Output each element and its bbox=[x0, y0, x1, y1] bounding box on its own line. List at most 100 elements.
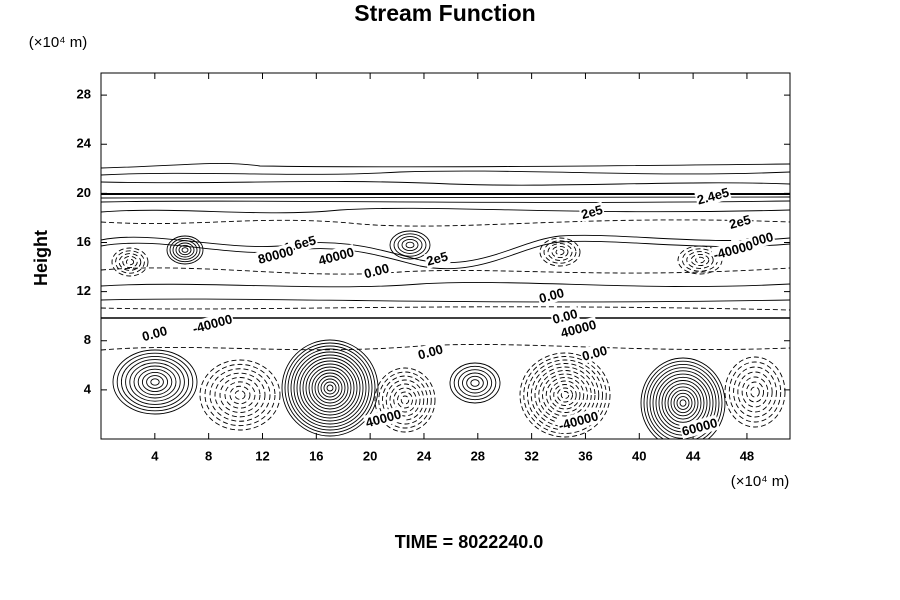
contour-line bbox=[293, 351, 367, 425]
x-tick-label: 12 bbox=[255, 448, 269, 463]
y-axis-label: Height bbox=[31, 230, 51, 286]
contour-line bbox=[118, 253, 142, 271]
contour-line bbox=[101, 181, 790, 186]
contour-line bbox=[101, 162, 790, 169]
contour-line bbox=[326, 384, 334, 392]
contour-label: 0.00 bbox=[416, 341, 444, 362]
contour-line bbox=[129, 362, 181, 402]
contour-line bbox=[470, 379, 480, 387]
contour-line bbox=[405, 241, 415, 249]
contour-line bbox=[214, 372, 266, 418]
contour-label-bg bbox=[139, 322, 170, 345]
contour-line bbox=[296, 354, 364, 422]
contour-label: 0.00 bbox=[362, 260, 390, 281]
contour-label-bg bbox=[555, 408, 601, 434]
x-tick-label: 4 bbox=[151, 448, 159, 463]
contour-line bbox=[741, 376, 769, 408]
contour-line bbox=[539, 237, 581, 267]
contour-label-bg bbox=[536, 284, 567, 307]
contour-line bbox=[374, 367, 436, 433]
contour-line bbox=[125, 359, 185, 405]
contour-line bbox=[400, 395, 410, 405]
contour-line bbox=[397, 236, 423, 254]
contour-line bbox=[146, 375, 164, 389]
contour-line bbox=[137, 368, 173, 396]
contour-line bbox=[101, 207, 790, 214]
x-tick-label: 20 bbox=[363, 448, 377, 463]
contour-line bbox=[101, 240, 790, 270]
contour-line bbox=[385, 379, 425, 421]
contour-line bbox=[549, 380, 581, 410]
contour-line bbox=[449, 362, 501, 404]
x-tick-label: 8 bbox=[205, 448, 212, 463]
contour-line bbox=[553, 384, 577, 406]
contour-line bbox=[150, 378, 160, 386]
contour-line bbox=[745, 381, 765, 403]
contour-line bbox=[120, 355, 190, 409]
contour-line bbox=[101, 219, 790, 227]
contour-line bbox=[519, 352, 611, 438]
contour-line bbox=[302, 360, 358, 416]
contour-line bbox=[462, 372, 488, 394]
contour-line bbox=[695, 256, 705, 264]
x-tick-label: 32 bbox=[524, 448, 538, 463]
contour-line bbox=[538, 370, 592, 420]
contour-label-bg bbox=[694, 184, 732, 208]
contour-line bbox=[101, 306, 790, 311]
contour-line bbox=[281, 339, 379, 437]
contour-line bbox=[101, 344, 790, 351]
y-tick-label: 4 bbox=[84, 381, 92, 396]
contour-line bbox=[317, 375, 343, 401]
contour-line bbox=[676, 396, 690, 410]
contour-label-bg bbox=[710, 237, 756, 263]
contour-line bbox=[125, 258, 135, 266]
contour-label-bg bbox=[549, 305, 581, 328]
contour-line bbox=[543, 240, 577, 264]
contour-line bbox=[724, 356, 786, 428]
contour-line bbox=[737, 371, 773, 413]
contour-line bbox=[166, 235, 204, 265]
contour-line bbox=[284, 342, 376, 434]
contour-line bbox=[224, 381, 256, 409]
contour-line bbox=[314, 372, 346, 404]
contour-line bbox=[679, 399, 687, 407]
contour-label: 0.00 bbox=[140, 323, 168, 344]
contour-label-bg bbox=[415, 341, 446, 363]
contour-line bbox=[323, 381, 337, 395]
y-tick-label: 28 bbox=[77, 87, 91, 102]
contour-label-bg bbox=[579, 342, 610, 365]
contour-line bbox=[101, 170, 790, 176]
contour-label-bg bbox=[726, 211, 754, 233]
contour-line bbox=[453, 365, 497, 401]
contour-line bbox=[457, 369, 493, 397]
contour-line bbox=[112, 349, 198, 415]
contour-line bbox=[670, 389, 696, 417]
contour-line bbox=[397, 391, 413, 409]
contour-label: 2e5 bbox=[579, 202, 604, 222]
contour-line bbox=[178, 244, 192, 256]
contour-line bbox=[534, 366, 596, 424]
contour-line bbox=[382, 375, 428, 425]
contour-label-bg bbox=[578, 201, 606, 223]
x-tick-label: 40 bbox=[632, 448, 646, 463]
contour-line bbox=[690, 253, 710, 267]
contour-line bbox=[673, 392, 693, 414]
contour-line bbox=[299, 357, 361, 419]
x-tick-label: 16 bbox=[309, 448, 323, 463]
contour-line bbox=[311, 369, 349, 407]
contour-line bbox=[305, 363, 355, 413]
contour-line bbox=[175, 242, 195, 258]
contour-line bbox=[646, 363, 720, 439]
contour-label-bg bbox=[361, 260, 392, 282]
contour-line bbox=[640, 357, 726, 439]
contour-line bbox=[555, 248, 565, 256]
contour-line bbox=[101, 267, 790, 275]
contour-line bbox=[133, 365, 177, 399]
contour-line bbox=[101, 282, 790, 288]
contour-field bbox=[101, 162, 790, 439]
contour-line bbox=[664, 383, 702, 423]
contour-label: 2e5 bbox=[425, 249, 450, 269]
contour-line bbox=[545, 377, 585, 413]
contour-label: 0.00 bbox=[580, 343, 608, 364]
